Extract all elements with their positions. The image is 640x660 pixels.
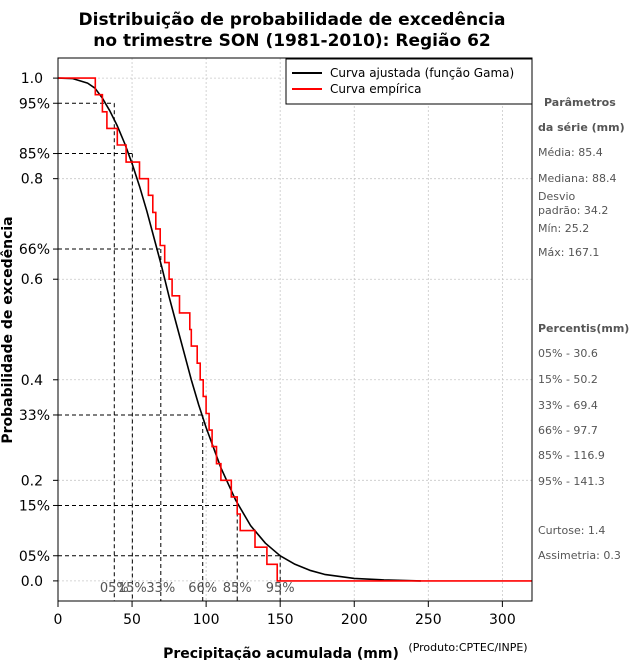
y-percent-tick-label: 66%	[19, 242, 50, 258]
y-tick-label: 1.0	[21, 71, 43, 87]
params-title-line-2: da série (mm)	[538, 121, 625, 134]
x-tick-label: 100	[193, 612, 220, 628]
y-percent-tick-label: 15%	[19, 498, 50, 514]
y-axis: 1.0 0.8 0.6 0.4 0.2 0.0 95% 85% 66% 33% 15% 05%	[19, 71, 58, 590]
x-tick-label: 150	[267, 612, 294, 628]
percentile-label: 95%	[266, 581, 295, 596]
param-media: Média: 85.4	[538, 146, 603, 159]
x-tick-label: 250	[415, 612, 442, 628]
percentile-labels: 05%15% 33% 66% 85% 95%	[100, 581, 295, 596]
param-desvio-line-1: Desvio	[538, 190, 576, 203]
y-axis-label: Probabilidade de excedência	[0, 216, 16, 443]
param-desvio-line-2: padrão: 34.2	[538, 204, 609, 217]
percentil-33: 33% - 69.4	[538, 399, 598, 412]
plot-frame	[57, 57, 533, 602]
y-tick-label: 0.0	[21, 574, 43, 590]
percentile-label: 85%	[223, 581, 252, 596]
legend-entry-label: Curva empírica	[330, 82, 421, 96]
x-axis-label: Precipitação acumulada (mm)	[163, 646, 399, 660]
y-percent-tick-label: 95%	[19, 96, 50, 112]
grid	[58, 58, 532, 601]
percentil-95: 95% - 141.3	[538, 475, 605, 488]
percentile-label: 33%	[146, 581, 175, 596]
x-tick-label: 50	[123, 612, 141, 628]
y-tick-label: 0.6	[21, 272, 43, 288]
param-min: Mín: 25.2	[538, 222, 590, 235]
y-tick-label: 0.2	[21, 473, 43, 489]
percentis-title: Percentis(mm)	[538, 322, 630, 335]
param-max: Máx: 167.1	[538, 246, 600, 259]
percentil-85: 85% - 116.9	[538, 449, 605, 462]
chart-title: Distribuição de probabilidade de excedên…	[79, 10, 506, 51]
percentile-label: 66%	[188, 581, 217, 596]
legend-box	[285, 58, 533, 105]
percentil-15: 15% - 50.2	[538, 373, 598, 386]
legend: Curva ajustada (função Gama) Curva empíri…	[285, 58, 533, 105]
x-tick-label: 300	[489, 612, 516, 628]
x-tick-label: 200	[341, 612, 368, 628]
chart-title-line-1: Distribuição de probabilidade de excedên…	[79, 10, 506, 30]
stat-curtose: Curtose: 1.4	[538, 524, 606, 537]
y-percent-tick-label: 05%	[19, 549, 50, 565]
y-percent-tick-label: 85%	[19, 147, 50, 163]
credit-text: (Produto:CPTEC/INPE)	[408, 641, 527, 654]
y-tick-label: 0.4	[21, 373, 43, 389]
y-percent-tick-label: 33%	[19, 408, 50, 424]
params-title-line-1: Parâmetros	[544, 96, 616, 109]
percentile-label: 15%	[118, 581, 147, 596]
y-tick-label: 0.8	[21, 172, 43, 188]
x-axis: 0 50 100 150 200 250 300	[54, 601, 516, 628]
percentil-05: 05% - 30.6	[538, 347, 598, 360]
chart-title-line-2: no trimestre SON (1981-2010): Região 62	[93, 31, 490, 51]
series-line-gamma-fit	[57, 77, 421, 582]
percentil-66: 66% - 97.7	[538, 424, 598, 437]
series-lines	[57, 77, 532, 582]
param-mediana: Mediana: 88.4	[538, 172, 617, 185]
legend-entry-label: Curva ajustada (função Gama)	[330, 66, 514, 80]
stat-assimetria: Assimetria: 0.3	[538, 549, 621, 562]
x-tick-label: 0	[54, 612, 63, 628]
percentile-label: 05%	[100, 581, 129, 596]
percentile-guide-lines	[58, 102, 281, 601]
series-line-empirical	[58, 77, 532, 582]
